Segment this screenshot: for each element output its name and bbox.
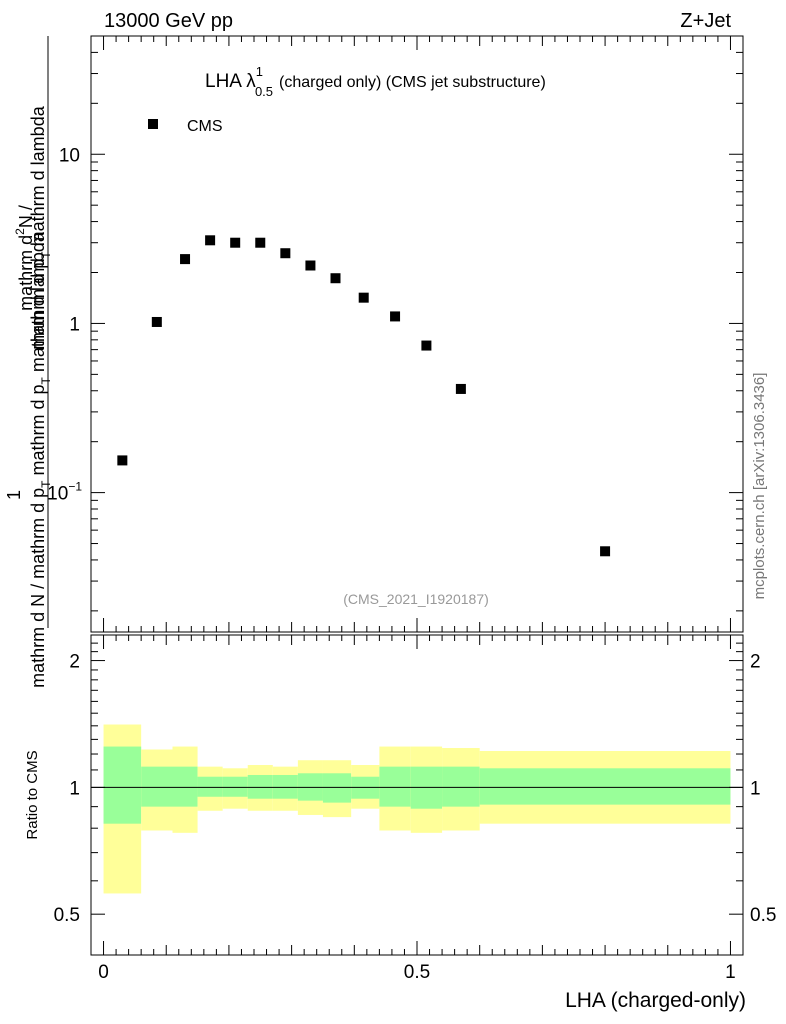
ratio-inner-band [442, 766, 480, 807]
main-plot-title: LHA λ1 0.5(charged only) (CMS jet substru… [205, 64, 546, 99]
ratio-y-tick-label: 2 [69, 652, 80, 673]
ratio-y-ticks: 0.5 0.5 1 1 2 2 [54, 642, 776, 926]
ratio-y-tick-label-right: 2 [750, 652, 761, 673]
main-data-points [117, 235, 611, 557]
ratio-y-axis-title: Ratio to CMS [24, 750, 41, 839]
cms-data-point [280, 248, 291, 259]
cms-data-point [330, 273, 341, 284]
cms-data-point [358, 292, 369, 303]
ratio-inner-band [103, 746, 142, 824]
y-title-numerator-line2: mathrm d pT mathrm d lambda [28, 105, 53, 349]
ratio-y-tick-label-right: 1 [750, 778, 761, 799]
y-tick-label: 1 [69, 314, 80, 335]
ratio-y-tick-label: 1 [69, 778, 80, 799]
cms-data-point [455, 383, 466, 394]
cms-data-point [305, 260, 316, 271]
x-tick-label: 0 [98, 962, 109, 983]
ratio-bands [103, 724, 731, 894]
legend-label-cms: CMS [187, 118, 223, 135]
y-tick-label: 10−1 [47, 480, 82, 505]
ratio-inner-band [379, 766, 411, 807]
main-y-ticks: 10−1 1 10 [47, 35, 743, 612]
cms-data-point [600, 546, 611, 557]
cms-data-point [390, 311, 401, 322]
cms-data-point [151, 316, 162, 327]
ratio-y-tick-label-right: 0.5 [750, 905, 776, 926]
y-title-denominator: mathrm d N / mathrm d pT mathrm d pT mat… [28, 231, 53, 688]
ratio-inner-band [172, 766, 198, 807]
cms-data-point [180, 254, 191, 265]
y-title-one: 1 [4, 490, 24, 500]
x-tick-label: 1 [725, 962, 736, 983]
main-y-axis-title: mathrm d2N / mathrm d pT mathrm d lambda… [4, 36, 53, 688]
y-tick-label: 10 [59, 145, 80, 166]
ratio-inner-band [141, 766, 173, 807]
x-axis-title: LHA (charged-only) [565, 989, 746, 1012]
cms-data-point [117, 455, 128, 466]
ratio-inner-band [197, 776, 223, 797]
ratio-inner-band [479, 768, 731, 805]
cms-data-point [421, 340, 432, 351]
x-tick-label: 0.5 [404, 962, 430, 983]
main-x-ticks [103, 36, 731, 632]
cms-data-point [205, 235, 216, 246]
analysis-tag: (CMS_2021_I1920187) [343, 591, 489, 607]
ratio-x-ticks: 0 0.5 1 [98, 635, 736, 983]
header-right: Z+Jet [680, 10, 731, 32]
cms-data-point [230, 237, 241, 248]
header-left: 13000 GeV pp [104, 10, 233, 32]
ratio-y-tick-label: 0.5 [54, 905, 80, 926]
ratio-inner-band [247, 774, 273, 799]
legend-marker-cms [148, 119, 158, 129]
y-title-numerator: mathrm d2N / [13, 205, 36, 311]
ratio-inner-band [272, 774, 298, 799]
ratio-inner-band [222, 776, 248, 797]
side-credit-label: mcplots.cern.ch [arXiv:1306.3436] [751, 373, 768, 600]
cms-data-point [255, 237, 266, 248]
ratio-inner-band [322, 773, 352, 803]
